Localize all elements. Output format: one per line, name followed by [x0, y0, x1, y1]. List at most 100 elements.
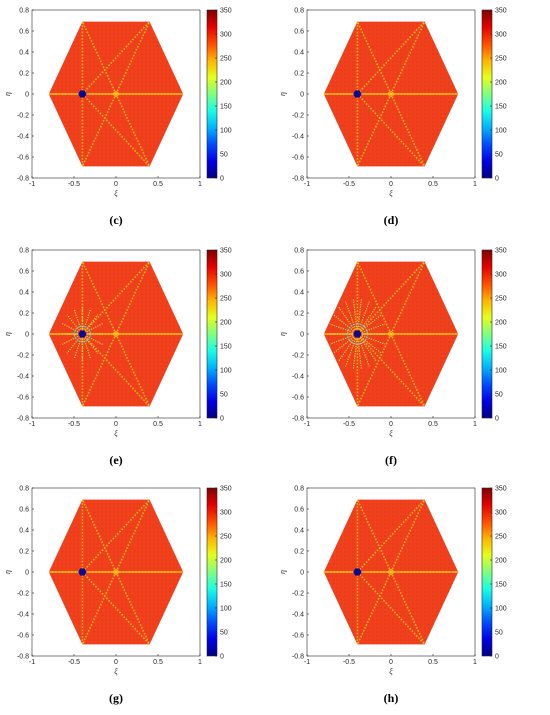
x-tick-label: 1	[473, 421, 477, 428]
y-tick-label: 0.2	[19, 310, 29, 317]
ridge-line	[356, 261, 426, 335]
ridge-line	[390, 333, 426, 407]
x-tick-label: 0.5	[428, 659, 438, 666]
y-tick-label: -0.4	[292, 133, 304, 140]
defect-ray	[81, 314, 99, 335]
ridge-line	[115, 21, 151, 95]
defect-ray	[344, 301, 358, 335]
defect-halo	[346, 323, 369, 345]
colorbar-tick-label: 200	[220, 319, 232, 326]
ridge-line	[390, 499, 426, 573]
x-tick-label: -0.5	[343, 421, 355, 428]
y-tick-label: -0.4	[292, 611, 304, 618]
colorbar-tick-label: 50	[220, 391, 228, 398]
x-tick-label: 1	[198, 181, 202, 188]
ridge-line	[356, 333, 392, 407]
y-axis-label: η	[3, 570, 12, 574]
colorbar-tick-label: 250	[495, 533, 507, 540]
defect-ray	[356, 306, 377, 335]
ridge-line	[356, 21, 392, 95]
defect-marker	[78, 90, 87, 98]
x-tick-label: 0.5	[428, 181, 438, 188]
defect-ray	[66, 333, 83, 354]
ridge-line	[81, 261, 117, 335]
x-tick-label: -1	[304, 659, 310, 666]
panel-d: -1 -0.5 0 0.5 1 0.8 0.6 0.4 0.2 0 -0.2 -0.4 -0.6 -0.8…	[275, 0, 550, 237]
y-tick-label: 0.8	[19, 7, 29, 14]
y-tick-label: 0.8	[19, 247, 29, 254]
y-tick-label: -0.4	[17, 373, 29, 380]
defect-ray	[329, 333, 358, 345]
colorbar-tick-label: 300	[495, 509, 507, 516]
colorbar-tick-label: 0	[495, 415, 499, 422]
colorbar-tick-label: 300	[495, 271, 507, 278]
colorbar-tick-label: 250	[495, 55, 507, 62]
y-tick-label: -0.2	[292, 590, 304, 597]
panel-e: -1 -0.5 0 0.5 1 0.8 0.6 0.4 0.2 0 -0.2 -0.4 -0.6 -0.8…	[0, 240, 275, 477]
x-tick-label: 0	[114, 181, 118, 188]
y-tick-label: 0.6	[294, 506, 304, 513]
defect-marker	[353, 568, 362, 576]
panel-caption: (g)	[109, 691, 123, 705]
ridge-line	[81, 499, 117, 573]
y-tick-label: 0.2	[19, 70, 29, 77]
colorbar-tick-label: 200	[220, 79, 232, 86]
y-tick-label: 0.4	[19, 49, 29, 56]
y-tick-label: 0.4	[19, 289, 29, 296]
y-tick-label: -0.6	[17, 394, 29, 401]
ridge-line	[356, 21, 426, 95]
colorbar-tick-label: 200	[495, 79, 507, 86]
y-tick-label: -0.8	[17, 415, 29, 422]
y-tick-label: -0.4	[292, 373, 304, 380]
x-tick-label: 1	[473, 659, 477, 666]
y-tick-label: -0.4	[17, 611, 29, 618]
x-tick-label: 0.5	[153, 181, 163, 188]
x-tick-label: 0.5	[153, 421, 163, 428]
x-tick-label: 0	[114, 421, 118, 428]
x-tick-label: 0	[389, 181, 393, 188]
y-tick-label: -0.6	[292, 632, 304, 639]
defect-ray	[356, 298, 363, 335]
colorbar-tick-label: 300	[220, 31, 232, 38]
x-tick-label: -1	[29, 659, 35, 666]
plot-d: -1 -0.5 0 0.5 1 0.8 0.6 0.4 0.2 0 -0.2 -0.4 -0.6 -0.8…	[278, 7, 507, 198]
defect-ray	[352, 333, 358, 370]
ridge-line	[390, 21, 426, 95]
plot-e: -1 -0.5 0 0.5 1 0.8 0.6 0.4 0.2 0 -0.2 -0.4 -0.6 -0.8…	[3, 247, 232, 438]
y-tick-label: 0	[300, 91, 304, 98]
center-node	[113, 91, 119, 97]
y-tick-label: 0.8	[294, 247, 304, 254]
y-tick-label: 0	[25, 331, 29, 338]
y-tick-label: 0.8	[294, 485, 304, 492]
defect-marker	[353, 330, 362, 338]
y-tick-label: -0.8	[17, 175, 29, 182]
colorbar-tick-label: 150	[495, 103, 507, 110]
ridge-line	[356, 333, 426, 407]
y-axis-label: η	[278, 92, 287, 96]
ridge-line	[356, 93, 392, 167]
colorbar-tick-label: 350	[220, 7, 232, 14]
colorbar-tick-label: 200	[495, 557, 507, 564]
ridge-line	[356, 571, 392, 645]
y-tick-label: 0.4	[294, 527, 304, 534]
ridge-line	[115, 93, 151, 167]
x-axis-label: ξ	[389, 667, 393, 676]
x-tick-label: -1	[304, 421, 310, 428]
colorbar-tick-label: 100	[495, 605, 507, 612]
ridge-line	[390, 93, 426, 167]
x-tick-label: -0.5	[68, 181, 80, 188]
colorbar	[481, 249, 493, 419]
y-tick-label: 0	[25, 569, 29, 576]
colorbar-tick-label: 100	[495, 367, 507, 374]
ridge-line	[81, 571, 151, 645]
x-tick-label: -1	[304, 181, 310, 188]
y-axis-label: η	[278, 570, 287, 574]
y-tick-label: 0.6	[19, 28, 29, 35]
defect-ray	[356, 333, 363, 370]
y-axis-label: η	[3, 92, 12, 96]
panel-f: -1 -0.5 0 0.5 1 0.8 0.6 0.4 0.2 0 -0.2 -0.4 -0.6 -0.8…	[275, 240, 550, 477]
center-node	[388, 91, 394, 97]
colorbar	[481, 9, 493, 179]
ridge-line	[81, 333, 117, 407]
